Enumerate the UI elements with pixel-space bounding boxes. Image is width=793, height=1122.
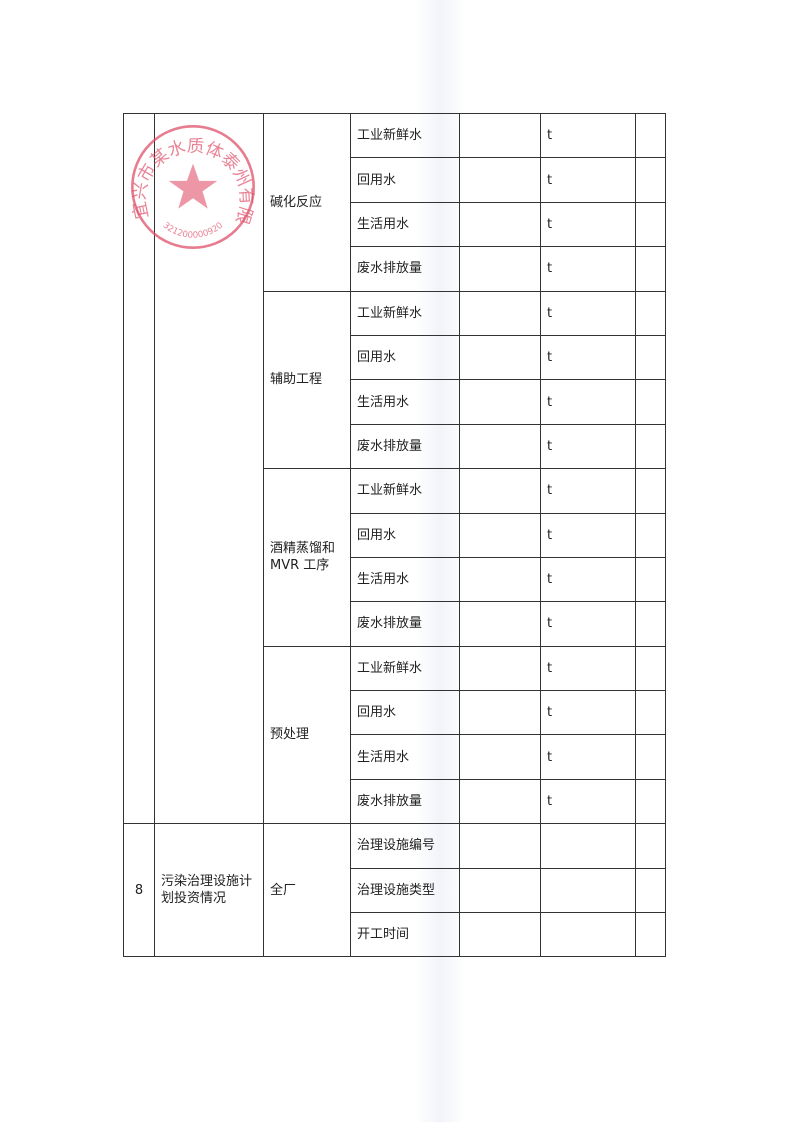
remark-cell (635, 556, 666, 603)
process-cell: 碱化反应 (263, 113, 351, 292)
table-row: 开工时间 (124, 912, 666, 958)
table-row: 回用水 t (124, 157, 666, 203)
value-cell (459, 290, 541, 336)
unit-cell: t (540, 468, 636, 514)
table-row: 回用水 t (124, 334, 666, 381)
value-cell (459, 556, 541, 603)
value-cell (459, 512, 541, 558)
remark-cell (635, 512, 666, 558)
item-name-cell: 废水排放量 (350, 246, 460, 292)
unit-cell: t (540, 423, 636, 470)
remark-cell (635, 601, 666, 647)
unit-cell: t (540, 645, 636, 692)
item-name-cell: 治理设施编号 (350, 823, 460, 869)
remark-cell (635, 468, 666, 514)
unit-cell (540, 912, 636, 958)
table-row: 治理设施类型 (124, 867, 666, 914)
value-cell (459, 468, 541, 514)
value-cell (459, 867, 541, 914)
value-cell (459, 645, 541, 692)
unit-cell: t (540, 334, 636, 381)
item-name-cell: 回用水 (350, 512, 460, 558)
table-row: 8 污染治理设施计划投资情况 全厂 治理设施编号 (123, 823, 666, 958)
unit-cell: t (540, 157, 636, 203)
item-name-cell: 生活用水 (350, 201, 460, 248)
item-name-cell: 回用水 (350, 334, 460, 381)
process-cell: 辅助工程 (263, 290, 351, 470)
remark-cell (635, 157, 666, 203)
item-name-cell: 工业新鲜水 (350, 290, 460, 336)
remark-cell (635, 778, 666, 825)
table-row: 生活用水 t (124, 379, 666, 425)
value-cell (459, 423, 541, 470)
value-cell (459, 601, 541, 647)
unit-cell: t (540, 601, 636, 647)
section-title-cell: 污染治理设施计划投资情况 (154, 823, 264, 958)
value-cell (459, 690, 541, 736)
value-cell (459, 912, 541, 958)
item-name-cell: 工业新鲜水 (350, 645, 460, 692)
unit-cell (540, 867, 636, 914)
item-name-cell: 生活用水 (350, 556, 460, 603)
section-number-cell: 8 (123, 823, 155, 958)
process-cell: 预处理 (263, 645, 351, 825)
number-cell (123, 112, 155, 825)
unit-cell: t (540, 778, 636, 825)
unit-cell: t (540, 734, 636, 780)
water-usage-table: 碱化反应 工业新鲜水 t 回用水 t 生活用水 t 废水排放量 t 辅助工程 工业新鲜水 t 回用水 t 生… (123, 112, 666, 958)
value-cell (459, 823, 541, 869)
remark-cell (635, 823, 666, 869)
table-row: 废水排放量 t (124, 246, 666, 292)
value-cell (459, 112, 541, 159)
unit-cell: t (540, 112, 636, 159)
table-row: 碱化反应 工业新鲜水 t (123, 112, 666, 825)
remark-cell (635, 645, 666, 692)
table-row: 回用水 t (124, 512, 666, 558)
unit-cell (540, 823, 636, 869)
item-name-cell: 废水排放量 (350, 423, 460, 470)
scope-cell: 全厂 (263, 823, 351, 958)
unit-cell: t (540, 512, 636, 558)
remark-cell (635, 334, 666, 381)
category-cell (154, 112, 264, 825)
item-name-cell: 治理设施类型 (350, 867, 460, 914)
item-name-cell: 生活用水 (350, 379, 460, 425)
remark-cell (635, 246, 666, 292)
value-cell (459, 734, 541, 780)
item-name-cell: 废水排放量 (350, 601, 460, 647)
value-cell (459, 334, 541, 381)
table-row: 酒精蒸馏和MVR 工序 工业新鲜水 t (124, 468, 666, 647)
value-cell (459, 778, 541, 825)
table-row: 回用水 t (124, 690, 666, 736)
item-name-cell: 回用水 (350, 690, 460, 736)
table-row: 辅助工程 工业新鲜水 t (124, 290, 666, 470)
value-cell (459, 379, 541, 425)
unit-cell: t (540, 246, 636, 292)
remark-cell (635, 912, 666, 958)
remark-cell (635, 690, 666, 736)
remark-cell (635, 423, 666, 470)
unit-cell: t (540, 290, 636, 336)
item-name-cell: 废水排放量 (350, 778, 460, 825)
item-name-cell: 工业新鲜水 (350, 112, 460, 159)
unit-cell: t (540, 201, 636, 248)
item-name-cell: 开工时间 (350, 912, 460, 958)
remark-cell (635, 290, 666, 336)
remark-cell (635, 734, 666, 780)
remark-cell (635, 112, 666, 159)
unit-cell: t (540, 379, 636, 425)
process-cell: 酒精蒸馏和MVR 工序 (263, 468, 351, 647)
remark-cell (635, 379, 666, 425)
value-cell (459, 201, 541, 248)
value-cell (459, 246, 541, 292)
value-cell (459, 157, 541, 203)
unit-cell: t (540, 556, 636, 603)
remark-cell (635, 867, 666, 914)
remark-cell (635, 201, 666, 248)
unit-cell: t (540, 690, 636, 736)
table-row: 生活用水 t (124, 201, 666, 248)
item-name-cell: 回用水 (350, 157, 460, 203)
item-name-cell: 工业新鲜水 (350, 468, 460, 514)
item-name-cell: 生活用水 (350, 734, 460, 780)
